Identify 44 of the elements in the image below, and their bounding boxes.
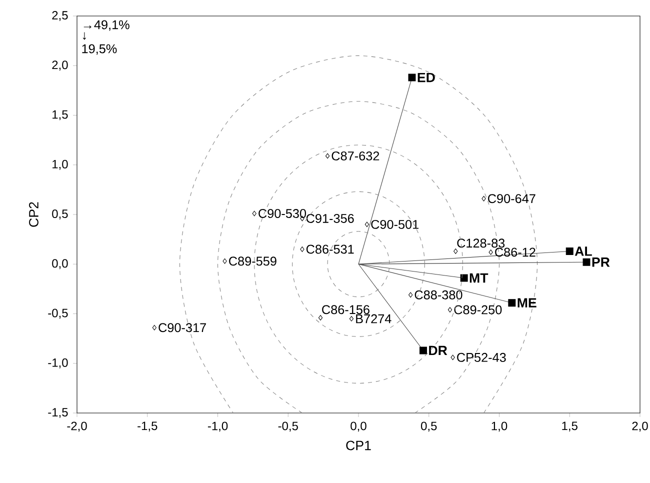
annotation: C128-83 [457,238,505,248]
annotation: C91-356 [306,214,354,223]
annotation: C90-317 [158,323,206,332]
y-axis-title: CP2 [29,202,38,227]
x-axis-title: CP1 [346,440,371,450]
y-tick-label: 2,0 [52,60,68,71]
x-tick-label: 0,5 [420,422,437,432]
y-tick-label: 0,5 [52,210,68,220]
annotation: B7274 [356,314,392,324]
x-tick-label: -0,5 [278,422,298,432]
y-tick-label: -1,5 [48,408,68,418]
x-tick-label: -1,0 [208,422,228,432]
annotation: C86-531 [306,244,354,254]
annotation: C87-632 [332,151,380,160]
annotation: C89-559 [229,256,276,266]
annotation: CP52-43 [457,352,506,362]
annotation: C88-380 [414,290,462,300]
y-tick-label: -0,5 [48,308,68,319]
annotation: C86-156 [322,305,370,314]
x-tick-label: -1,5 [138,422,158,432]
annotation: MT [470,273,488,283]
annotation: PR [592,258,610,267]
annotation: C90-501 [371,220,418,229]
x-tick-label: -2,0 [67,422,87,432]
y-tick-label: 1,0 [52,160,68,170]
annotation: AL [574,246,592,256]
annotation: DR [429,346,448,356]
annotation: C89-250 [454,305,502,314]
x-tick-label: 1,0 [492,422,508,432]
x-tick-label: 1,5 [562,422,578,432]
annotation: 19,5% [82,44,117,55]
y-tick-label: 1,5 [52,110,68,120]
x-tick-label: 2,0 [632,422,648,432]
y-tick-label: 2,5 [52,11,68,21]
y-tick-label: 0,0 [52,259,68,270]
annotation: ↓ [82,32,86,40]
annotation: →49,1% [84,20,130,31]
x-tick-label: 0,0 [350,422,366,432]
annotation: C90-647 [488,194,536,204]
y-tick-label: -1,0 [48,358,68,368]
annotation: C90-530 [258,209,306,218]
annotation: C86-12 [495,248,536,257]
annotation: ED [418,72,435,82]
annotation: ME [518,298,536,308]
